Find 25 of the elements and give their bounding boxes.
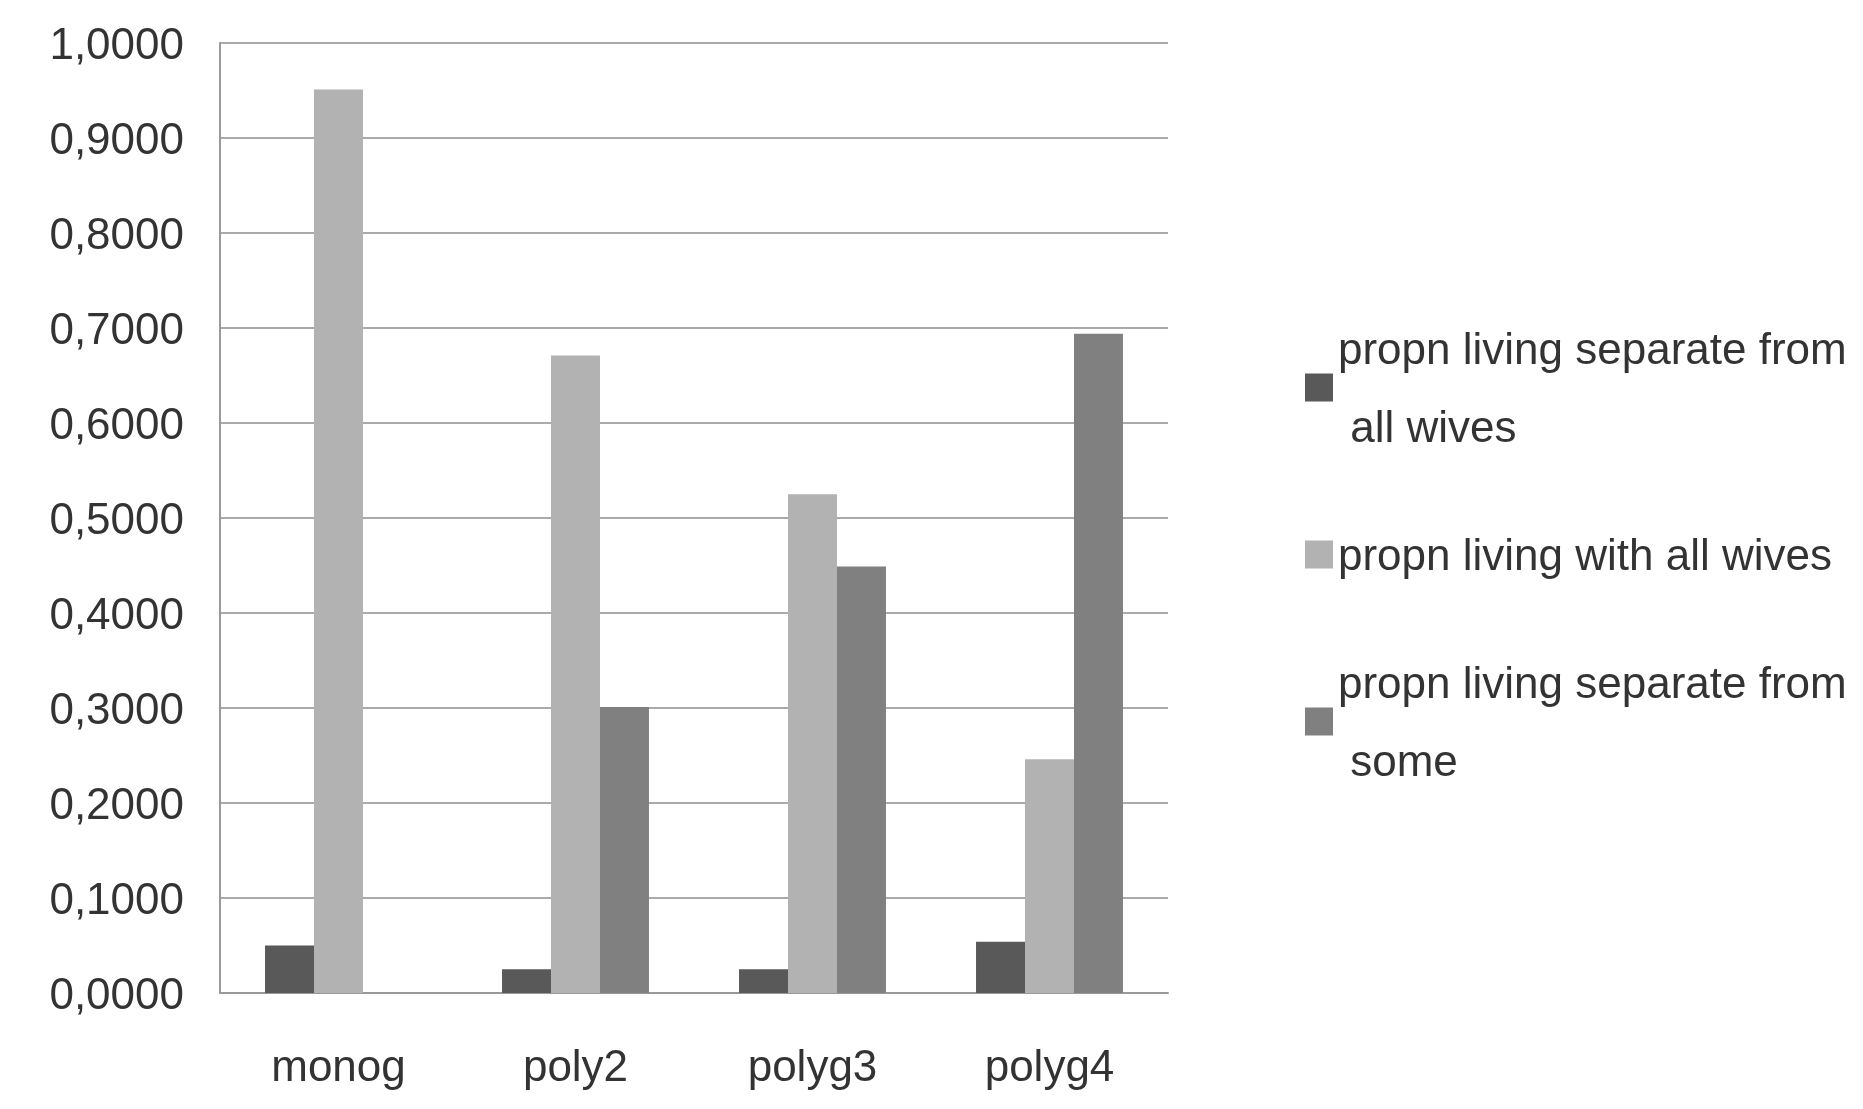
y-tick-label: 0,5000 (49, 493, 184, 543)
legend-label: propn living separate from all wives (1338, 324, 1847, 451)
legend-label: propn living separate from some (1338, 658, 1847, 785)
y-tick-label: 0,6000 (49, 398, 184, 448)
x-tick-label: monog (271, 1040, 406, 1090)
y-tick-label: 0,4000 (49, 588, 184, 638)
bar (836, 566, 886, 993)
y-tick-label: 0,7000 (49, 303, 184, 353)
y-tick-label: 0,8000 (49, 208, 184, 258)
y-tick-label: 0,9000 (49, 113, 184, 163)
bar (739, 969, 789, 993)
y-tick-label: 0,1000 (49, 873, 184, 923)
bar (599, 707, 649, 993)
y-tick-label: 0,2000 (49, 778, 184, 828)
x-tick-label: poly2 (522, 1040, 629, 1090)
y-tick-label: 0,0000 (49, 968, 184, 1018)
bar (976, 941, 1026, 993)
legend-label: propn living with all wives (1338, 530, 1832, 579)
bar (502, 969, 552, 993)
x-tick-label: polyg3 (747, 1040, 878, 1090)
y-tick-label: 0,3000 (49, 683, 184, 733)
x-tick-label: polyg4 (984, 1040, 1115, 1090)
bar (265, 945, 315, 993)
y-tick-label: 1,0000 (49, 18, 184, 68)
bar (1073, 333, 1123, 993)
